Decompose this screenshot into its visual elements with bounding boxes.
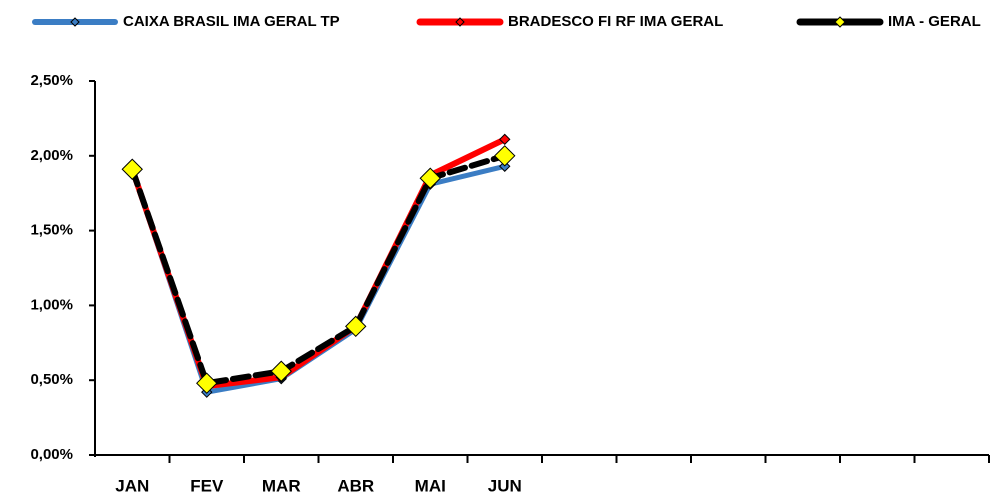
x-tick-label: JAN <box>115 476 149 495</box>
point-marker <box>196 372 218 394</box>
point-marker <box>419 167 441 189</box>
x-tick-label: JUN <box>488 476 522 495</box>
y-tick-label: 0,00% <box>30 446 73 463</box>
legend-marker <box>70 17 80 27</box>
series-line <box>129 163 506 395</box>
point-marker <box>499 133 511 146</box>
series-line <box>129 152 508 387</box>
x-tick-label: FEV <box>190 476 224 495</box>
y-tick-label: 1,00% <box>30 296 73 313</box>
x-tick-label: ABR <box>337 476 374 495</box>
legend-label: CAIXA BRASIL IMA GERAL TP <box>123 13 340 30</box>
y-tick-label: 2,00% <box>30 147 73 164</box>
y-tick-label: 2,50% <box>30 72 73 89</box>
legend-label: BRADESCO FI RF IMA GERAL <box>508 13 723 30</box>
y-tick-label: 1,50% <box>30 222 73 239</box>
y-tick-label: 0,50% <box>30 371 73 388</box>
point-marker <box>345 315 367 338</box>
x-tick-label: MAI <box>415 476 446 495</box>
legend-marker <box>834 16 846 28</box>
point-marker <box>270 360 292 382</box>
legend-label: IMA - GERAL <box>888 13 981 30</box>
x-tick-label: MAR <box>262 476 301 495</box>
point-marker <box>494 145 516 167</box>
legend-marker <box>455 17 465 27</box>
point-marker <box>121 158 143 180</box>
